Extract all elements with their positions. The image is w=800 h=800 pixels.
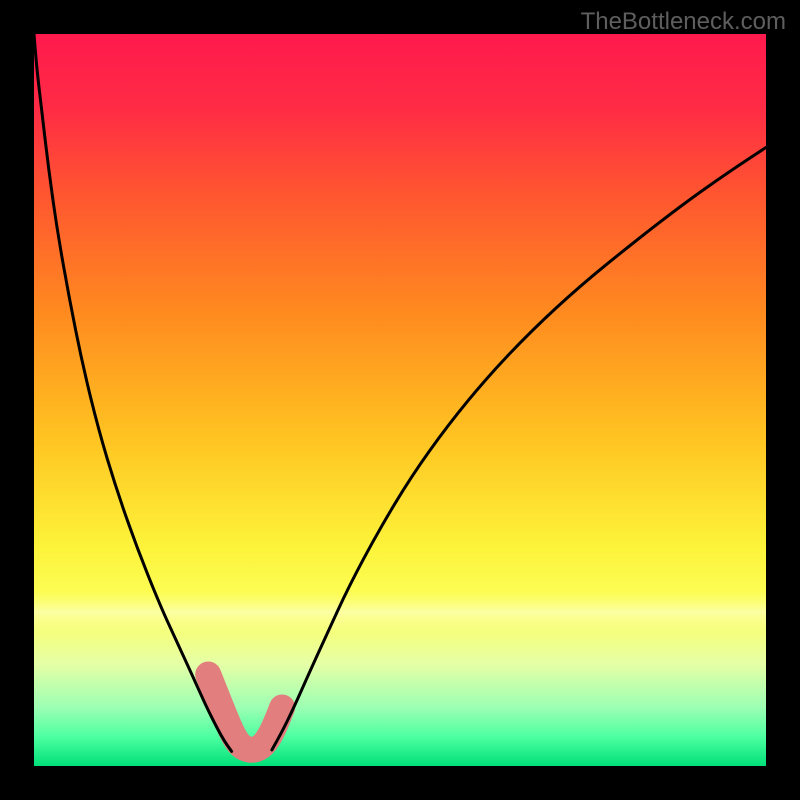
chart-root: { "attribution": { "text": "TheBottlenec… [0,0,800,800]
attribution-text: TheBottleneck.com [581,8,786,36]
left-bottleneck-curve [34,34,232,751]
yellow-white-ribbon [34,592,766,633]
right-bottleneck-curve [272,147,766,749]
plot-area [34,34,766,766]
chart-overlay [34,34,766,766]
pink-foot-band [208,675,282,750]
